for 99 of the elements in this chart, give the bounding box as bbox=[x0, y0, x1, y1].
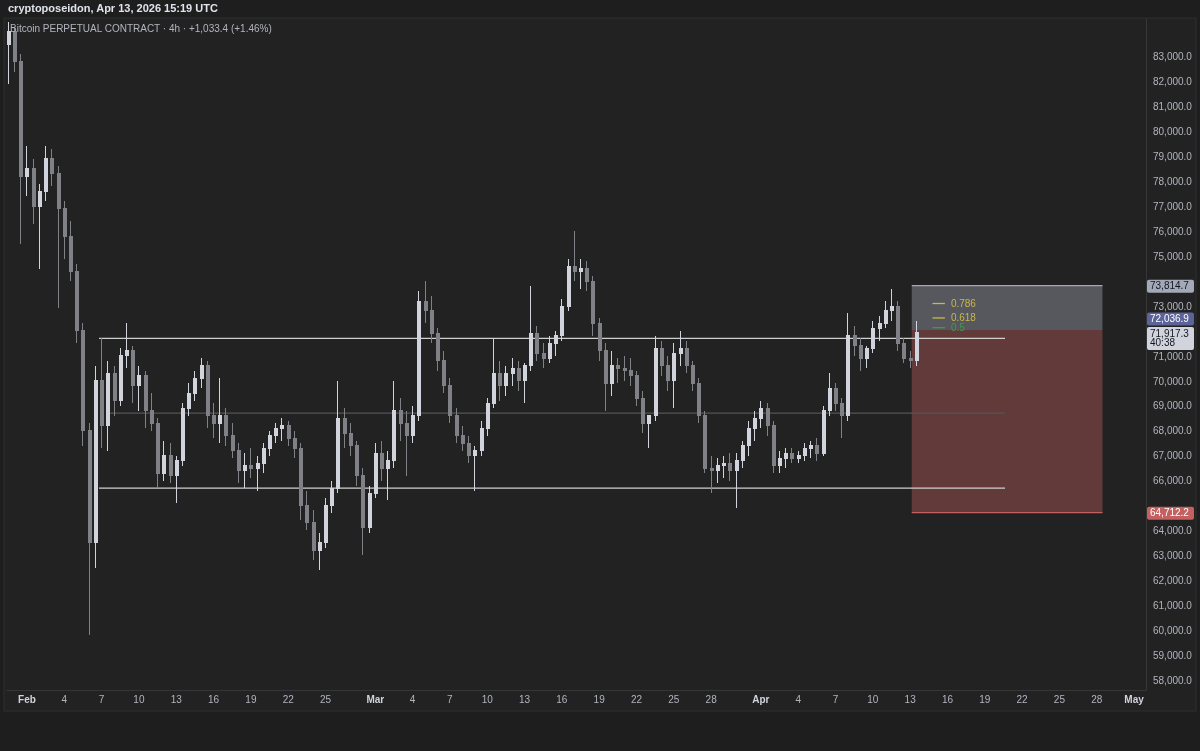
y-tick-label: 67,000.0 bbox=[1153, 450, 1193, 462]
candlestick bbox=[503, 365, 508, 397]
x-tick-label: Apr bbox=[752, 694, 770, 706]
x-tick-label: 19 bbox=[245, 694, 257, 706]
text: 72,036.9 bbox=[1150, 313, 1190, 325]
y-tick-label: 58,000.0 bbox=[1153, 674, 1193, 686]
y-tick-label: 71,000.0 bbox=[1153, 350, 1193, 362]
y-tick-label: 63,000.0 bbox=[1153, 550, 1193, 562]
x-tick-label: 22 bbox=[630, 694, 643, 706]
y-tick-label: 78,000.0 bbox=[1153, 176, 1193, 188]
candlestick bbox=[789, 447, 794, 464]
text: 40:38 bbox=[1150, 337, 1176, 349]
candlestick bbox=[534, 325, 539, 362]
series-label: 0.618 bbox=[950, 312, 977, 324]
y-tick-label: 83,000.0 bbox=[1153, 51, 1193, 63]
series-label: 0.5 bbox=[950, 322, 966, 334]
y-tick-label: 77,000.0 bbox=[1153, 200, 1193, 212]
candlestick bbox=[615, 357, 620, 384]
y-tick-label: 82,000.0 bbox=[1153, 76, 1193, 88]
candlestick bbox=[87, 422, 92, 636]
x-tick-label: Feb bbox=[18, 694, 36, 706]
candlestick bbox=[497, 360, 502, 402]
candlestick bbox=[609, 350, 614, 397]
text: cryptoposeidon, Apr 13, 2026 15:19 UTC bbox=[8, 2, 218, 14]
x-tick-label: 25 bbox=[1053, 694, 1066, 706]
candlestick bbox=[6, 21, 11, 85]
candlestick bbox=[709, 455, 714, 494]
candlestick bbox=[671, 342, 676, 409]
y-tick-label: 62,000.0 bbox=[1153, 574, 1193, 586]
candlestick bbox=[510, 357, 515, 387]
y-tick-label: 64,000.0 bbox=[1153, 525, 1193, 537]
candlestick bbox=[217, 377, 222, 444]
y-tick-label: 80,000.0 bbox=[1153, 126, 1193, 138]
x-tick-label: 10 bbox=[867, 694, 879, 706]
candlestick bbox=[566, 258, 571, 312]
x-tick-label: 4 bbox=[795, 694, 802, 706]
candlestick bbox=[311, 509, 316, 561]
candlestick bbox=[105, 360, 110, 452]
candlestick bbox=[136, 365, 141, 412]
candlestick bbox=[24, 145, 29, 197]
candlestick bbox=[814, 437, 819, 462]
x-tick-label: 13 bbox=[518, 694, 531, 706]
candlestick bbox=[727, 452, 732, 482]
x-tick-label: 13 bbox=[170, 694, 183, 706]
y-tick-label: 68,000.0 bbox=[1153, 425, 1193, 437]
candlestick bbox=[223, 407, 228, 447]
candlestick bbox=[168, 442, 173, 484]
x-tick-label: May bbox=[1124, 694, 1145, 706]
x-tick-label: 4 bbox=[409, 694, 416, 706]
y-tick-label: 69,000.0 bbox=[1153, 400, 1193, 412]
chart-title: Bitcoin PERPETUAL CONTRACT · 4h · +1,033.4 (+1.46%) bbox=[10, 23, 272, 34]
candlestick bbox=[572, 230, 577, 282]
x-tick-label: 7 bbox=[98, 694, 105, 706]
y-tick-label: 60,000.0 bbox=[1153, 624, 1193, 636]
candlestick bbox=[578, 258, 583, 290]
series-label: 0.786 bbox=[950, 298, 977, 310]
candlestick bbox=[99, 337, 104, 449]
candlestick bbox=[541, 342, 546, 369]
candlestick bbox=[516, 360, 521, 392]
candlestick bbox=[199, 357, 204, 389]
candlestick bbox=[161, 440, 166, 482]
y-tick-label: 70,000.0 bbox=[1153, 375, 1193, 387]
y-tick-label: 64,712.2 bbox=[1150, 507, 1190, 519]
candlestick bbox=[49, 148, 54, 187]
x-tick-label: 7 bbox=[447, 694, 454, 706]
candlestick bbox=[248, 447, 253, 479]
x-tick-label: 16 bbox=[208, 694, 220, 706]
x-tick-label: 7 bbox=[832, 694, 839, 706]
y-tick-label: 75,000.0 bbox=[1153, 250, 1193, 262]
x-tick-label: 4 bbox=[61, 694, 68, 706]
y-tick-label: 59,000.0 bbox=[1153, 649, 1193, 661]
x-tick-label: 19 bbox=[593, 694, 606, 706]
candlestick bbox=[112, 365, 117, 417]
x-tick-label: 22 bbox=[1016, 694, 1029, 706]
x-tick-label: 16 bbox=[556, 694, 568, 706]
y-tick-label: 79,000.0 bbox=[1153, 151, 1193, 163]
x-tick-label: 16 bbox=[941, 694, 954, 706]
x-tick-label: 19 bbox=[979, 694, 991, 706]
x-tick-label: Mar bbox=[366, 694, 385, 706]
y-tick-label: 73,814.7 bbox=[1150, 280, 1190, 292]
y-tick-label: 61,000.0 bbox=[1153, 599, 1193, 611]
x-tick-label: 10 bbox=[481, 694, 494, 706]
candlestick bbox=[908, 350, 913, 369]
y-tick-label: 73,000.0 bbox=[1153, 300, 1193, 312]
x-tick-label: 28 bbox=[1091, 694, 1103, 706]
y-tick-label: 71,917.3 bbox=[1150, 327, 1190, 339]
x-tick-label: 10 bbox=[133, 694, 145, 706]
candlestick bbox=[31, 158, 36, 225]
y-tick-label: 76,000.0 bbox=[1153, 225, 1193, 237]
candlestick bbox=[379, 440, 384, 482]
y-tick-label: 81,000.0 bbox=[1153, 101, 1193, 113]
x-tick-label: 22 bbox=[282, 694, 295, 706]
x-tick-label: 28 bbox=[705, 694, 718, 706]
y-tick-label: 66,000.0 bbox=[1153, 475, 1193, 487]
candlestick bbox=[646, 415, 651, 449]
candlestick bbox=[130, 345, 135, 404]
x-tick-label: 25 bbox=[668, 694, 680, 706]
x-tick-label: 25 bbox=[319, 694, 332, 706]
x-tick-label: 13 bbox=[904, 694, 917, 706]
